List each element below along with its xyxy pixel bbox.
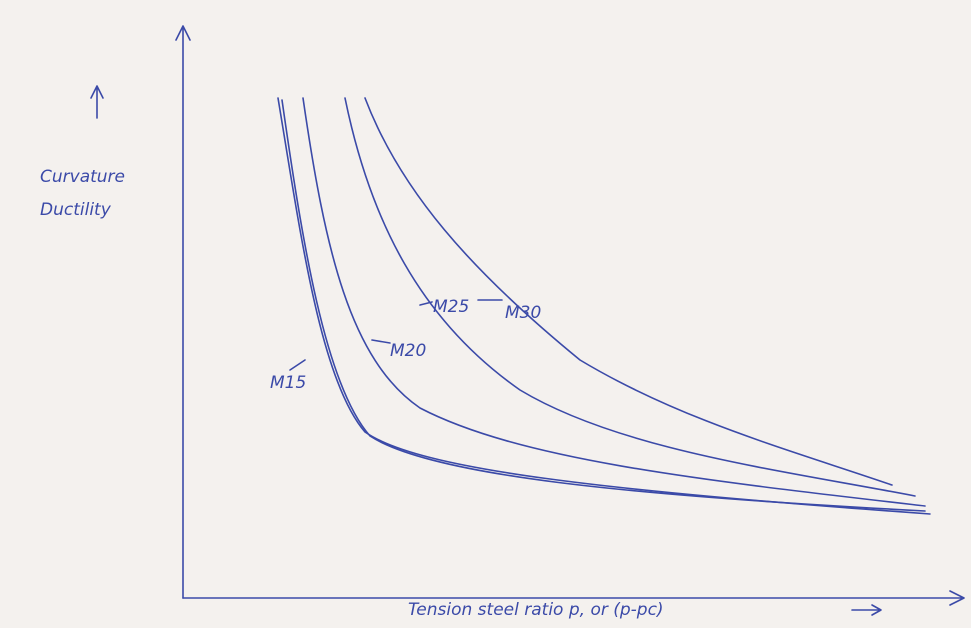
curve-label: M20 [390,341,426,361]
sketch: Curvature Ductility Tension steel ratio … [0,0,971,628]
curve-label: M25 [433,297,469,317]
y-label: Curvature [40,167,125,187]
paper [0,0,971,628]
curve-label: M15 [270,373,306,393]
y-label: Ductility [40,200,112,220]
curve-label: M30 [505,303,541,323]
x-label: Tension steel ratio p, or (p-pc) [408,600,664,620]
